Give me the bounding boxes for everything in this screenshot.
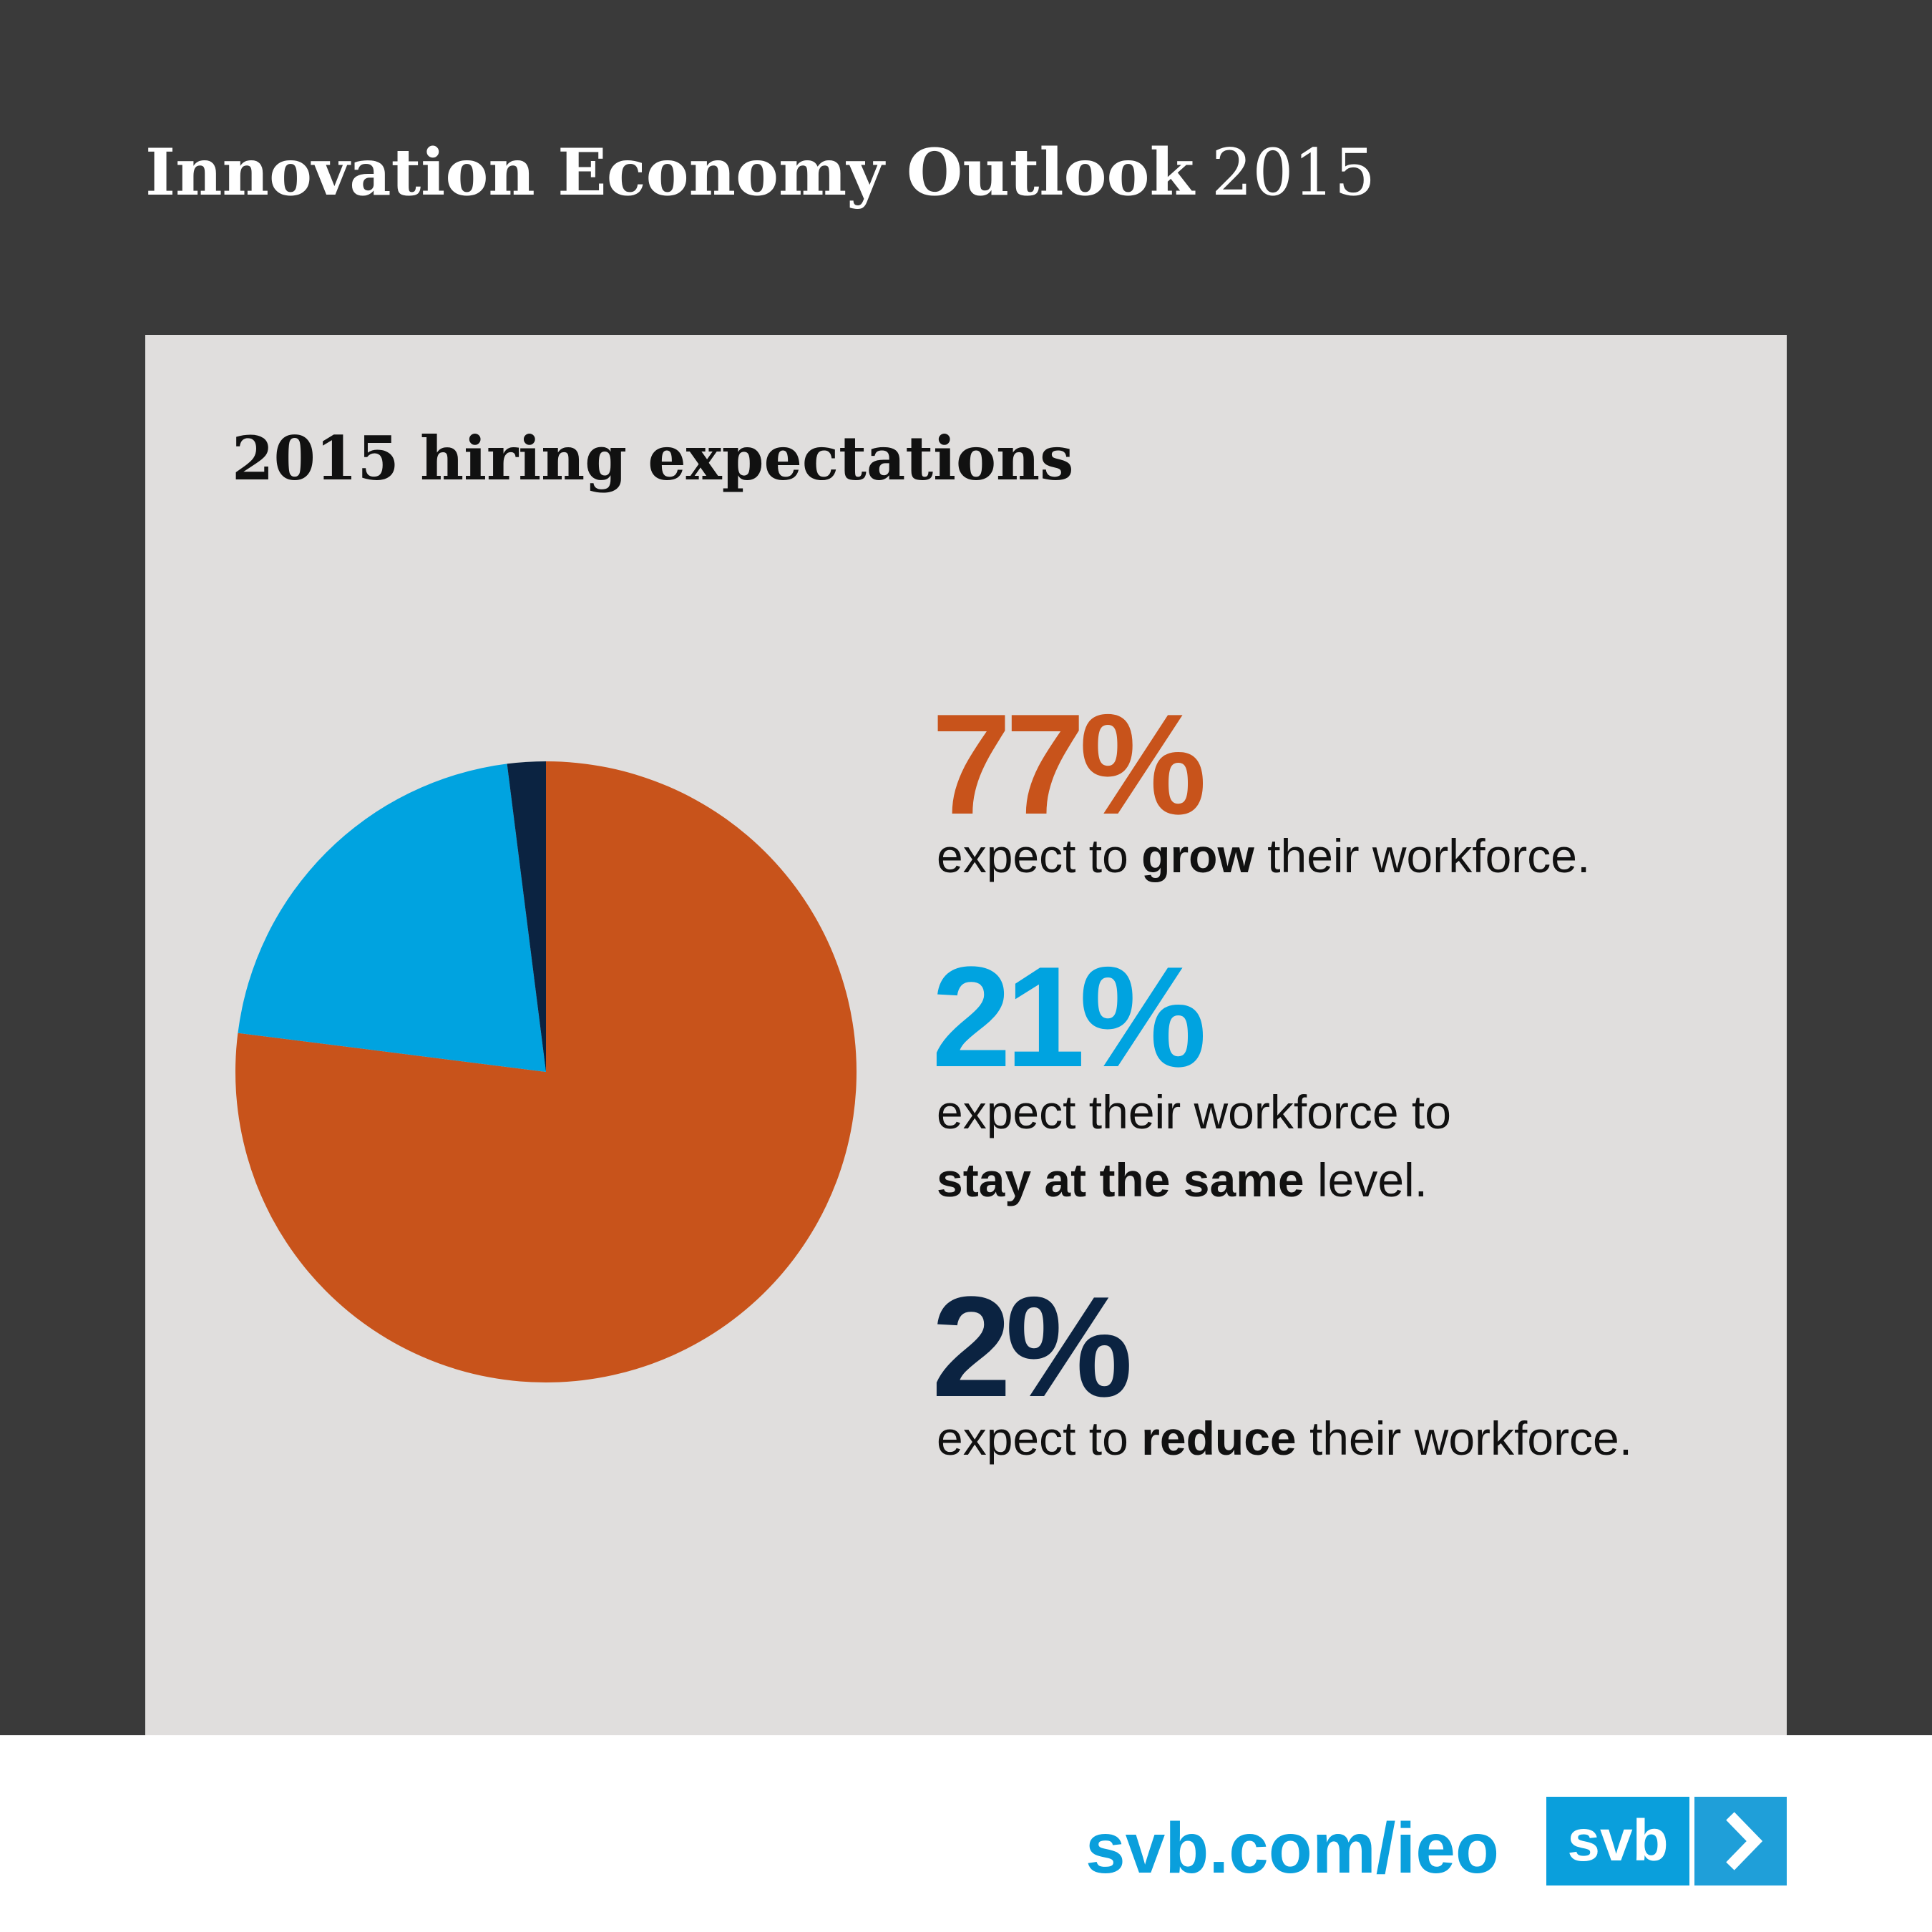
description-part: grow — [1141, 829, 1254, 882]
description-line: expect to grow their workforce. — [937, 829, 1590, 882]
description-part: expect their workforce to — [937, 1085, 1451, 1138]
description-line: stay at the same level. — [937, 1153, 1428, 1206]
header: Innovation Economy Outlook 2015 — [145, 135, 1375, 210]
pie — [235, 761, 857, 1382]
description-part: their workforce. — [1254, 829, 1590, 882]
value-label: 2% — [932, 1267, 1129, 1427]
description-line: expect their workforce to — [937, 1085, 1451, 1138]
header-year: 2015 — [1211, 135, 1375, 210]
logo-chevron-box — [1694, 1797, 1787, 1885]
header-title: Innovation Economy Outlook — [145, 135, 1196, 210]
labels: 77%expect to grow their workforce.21%exp… — [932, 685, 1632, 1465]
pie-slice — [238, 763, 546, 1072]
logo-chevron — [1726, 1812, 1763, 1870]
logo-box — [1546, 1797, 1689, 1885]
footer-url[interactable]: svb.com/ieo — [1085, 1808, 1499, 1888]
description-part: level. — [1304, 1153, 1428, 1206]
logo-text: svb — [1567, 1808, 1668, 1873]
value-label: 21% — [932, 937, 1203, 1097]
chart-title: 2015 hiring expectations — [232, 423, 1073, 494]
description-part: stay at the same — [937, 1153, 1304, 1206]
description-part: reduce — [1141, 1412, 1296, 1465]
description-part: expect to — [937, 1412, 1141, 1465]
value-label: 77% — [932, 685, 1203, 844]
description-line: expect to reduce their workforce. — [937, 1412, 1632, 1465]
description-part: their workforce. — [1297, 1412, 1632, 1465]
description-part: expect to — [937, 829, 1141, 882]
pie-slice — [507, 761, 546, 1072]
